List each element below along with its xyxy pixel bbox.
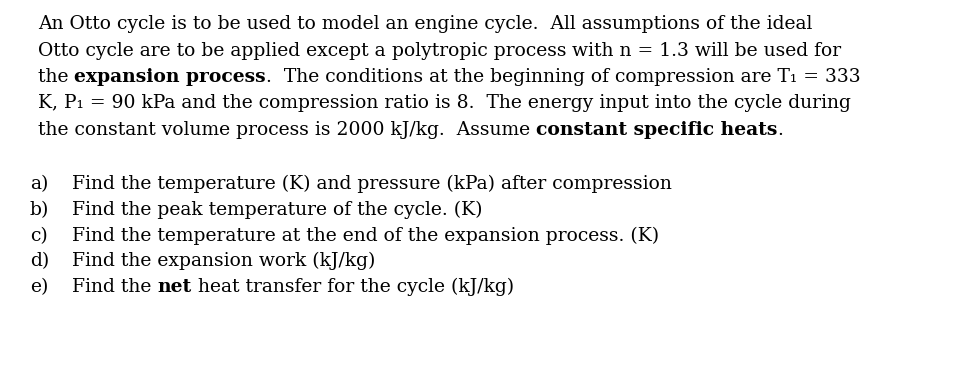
- Text: the: the: [38, 68, 75, 86]
- Text: Find the peak temperature of the cycle. (K): Find the peak temperature of the cycle. …: [72, 200, 483, 219]
- Text: .  The conditions at the beginning of compression are T₁ = 333: . The conditions at the beginning of com…: [266, 68, 860, 86]
- Text: net: net: [157, 278, 192, 296]
- Text: Find the expansion work (kJ/kg): Find the expansion work (kJ/kg): [72, 252, 376, 270]
- Text: Find the: Find the: [72, 278, 157, 296]
- Text: the constant volume process is 2000 kJ/kg.  Assume: the constant volume process is 2000 kJ/k…: [38, 121, 536, 139]
- Text: .: .: [778, 121, 784, 139]
- Text: b): b): [30, 201, 50, 219]
- Text: Find the temperature at the end of the expansion process. (K): Find the temperature at the end of the e…: [72, 226, 659, 245]
- Text: e): e): [30, 278, 48, 296]
- Text: Find the temperature (K) and pressure (kPa) after compression: Find the temperature (K) and pressure (k…: [72, 175, 672, 193]
- Text: polytropic process: polytropic process: [392, 41, 566, 60]
- Text: with n = 1.3 will be used for: with n = 1.3 will be used for: [566, 41, 841, 60]
- Text: expansion process: expansion process: [75, 68, 266, 86]
- Text: Otto cycle are to be applied except a: Otto cycle are to be applied except a: [38, 41, 392, 60]
- Text: a): a): [30, 175, 48, 193]
- Text: K, P₁ = 90 kPa and the compression ratio is 8.  The energy input into the cycle : K, P₁ = 90 kPa and the compression ratio…: [38, 94, 851, 113]
- Text: c): c): [30, 227, 48, 245]
- Text: An Otto cycle is to be used to model an engine cycle.  All assumptions of the id: An Otto cycle is to be used to model an …: [38, 15, 812, 33]
- Text: heat transfer for the cycle (kJ/kg): heat transfer for the cycle (kJ/kg): [192, 278, 513, 296]
- Text: d): d): [30, 252, 49, 270]
- Text: constant specific heats: constant specific heats: [536, 121, 778, 139]
